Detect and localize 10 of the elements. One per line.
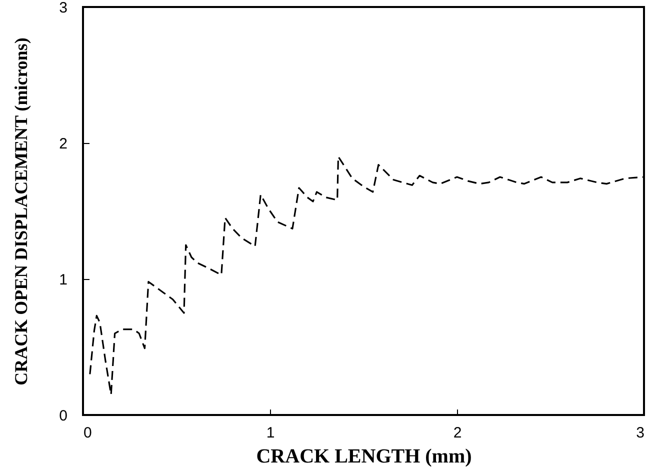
y-tick-label: 3 bbox=[59, 0, 68, 16]
x-tick-label: 1 bbox=[266, 424, 275, 442]
y-axis-title: CRACK OPEN DISPLACEMENT (microns) bbox=[11, 38, 32, 386]
y-tick-label: 1 bbox=[59, 272, 68, 288]
y-tick-label: 2 bbox=[59, 136, 68, 152]
y-tick-label: 0 bbox=[59, 408, 68, 424]
x-tick-label: 2 bbox=[453, 424, 462, 442]
x-tick-label: 3 bbox=[636, 424, 644, 442]
x-tick-label: 0 bbox=[84, 424, 92, 442]
x-axis-title: CRACK LENGTH (mm) bbox=[256, 446, 472, 468]
